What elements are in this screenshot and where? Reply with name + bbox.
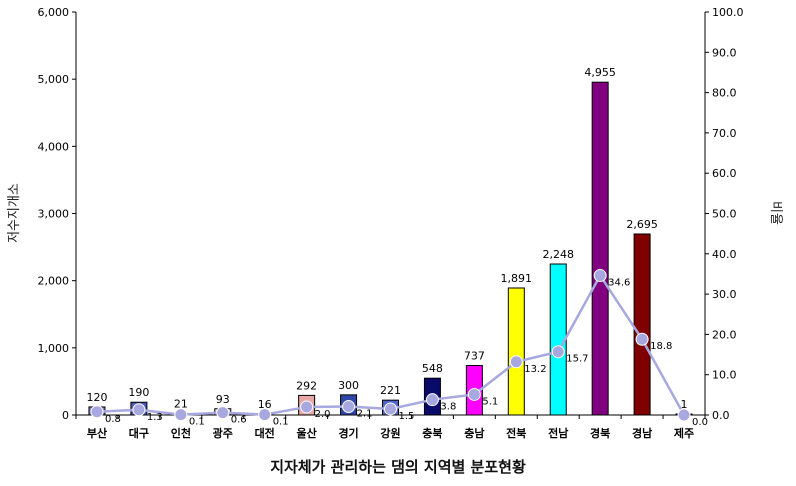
ratio-value-label: 0.6 (231, 415, 247, 426)
y-tick-label: 0 (62, 409, 69, 422)
ratio-value-label: 2.1 (357, 409, 373, 420)
y-tick-label: 2,000 (38, 275, 70, 288)
ratio-value-label: 15.7 (566, 354, 588, 365)
y-tick-label: 4,000 (38, 140, 70, 153)
bar-value-label: 1,891 (501, 272, 533, 285)
x-tick-label: 부산 (87, 426, 107, 440)
x-tick-label: 대전 (255, 426, 275, 440)
x-tick-label: 인천 (171, 426, 191, 440)
bar-value-label: 300 (338, 379, 359, 392)
ratio-point (342, 400, 356, 414)
ratio-value-label: 34.6 (608, 278, 630, 289)
bar-value-label: 548 (422, 362, 443, 375)
x-tick-label: 제주 (674, 426, 694, 440)
ratio-point (132, 403, 146, 417)
y-tick-label: 5,000 (38, 73, 70, 86)
y2-tick-label: 70.0 (712, 127, 737, 140)
ratio-value-label: 0.1 (273, 417, 289, 428)
ratio-value-label: 1.3 (147, 412, 163, 423)
bar-value-label: 4,955 (584, 66, 616, 79)
y2-tick-label: 0.0 (712, 409, 730, 422)
y-axis-title: 저수지개소 (7, 183, 22, 243)
ratio-value-label: 3.8 (440, 402, 456, 413)
bar-value-label: 1 (681, 398, 688, 411)
bar-value-label: 21 (174, 398, 188, 411)
y2-tick-label: 20.0 (712, 328, 737, 341)
ratio-value-label: 13.2 (524, 364, 546, 375)
bar-value-label: 292 (296, 379, 317, 392)
ratio-point (677, 408, 691, 422)
bar-value-label: 16 (258, 398, 272, 411)
y2-tick-label: 90.0 (712, 46, 737, 59)
y2-tick-label: 60.0 (712, 167, 737, 180)
ratio-value-label: 0.0 (692, 417, 708, 428)
chart-title: 지자체가 관리하는 댐의 지역별 분포현황 (270, 458, 526, 476)
ratio-value-label: 1.5 (399, 411, 415, 422)
y2-tick-label: 30.0 (712, 288, 737, 301)
x-tick-label: 울산 (297, 426, 317, 440)
ratio-value-label: 0.8 (105, 414, 121, 425)
y2-axis-title: 비율 (768, 201, 783, 225)
ratio-point (216, 406, 230, 420)
x-tick-label: 전남 (548, 426, 568, 440)
bar-value-label: 737 (464, 349, 485, 362)
x-tick-label: 경북 (590, 426, 610, 440)
x-tick-label: 광주 (213, 427, 233, 440)
ratio-point (90, 405, 104, 419)
ratio-point (467, 387, 481, 401)
x-tick-label: 충남 (464, 426, 484, 440)
ratio-point (509, 355, 523, 369)
ratio-point (635, 332, 649, 346)
y2-tick-label: 50.0 (712, 208, 737, 221)
ratio-value-label: 18.8 (650, 341, 672, 352)
ratio-point (174, 408, 188, 422)
x-tick-label: 경기 (338, 426, 358, 440)
bar (633, 233, 651, 416)
x-tick-label: 경남 (632, 426, 652, 440)
y-tick-label: 3,000 (38, 208, 70, 221)
x-tick-label: 대구 (129, 426, 149, 440)
y2-tick-label: 10.0 (712, 369, 737, 382)
x-tick-label: 전북 (506, 426, 526, 440)
ratio-point (425, 393, 439, 407)
bar (591, 81, 609, 416)
ratio-value-label: 0.1 (189, 417, 205, 428)
ratio-point (258, 408, 272, 422)
x-tick-label: 충북 (422, 426, 442, 440)
bar-value-label: 2,248 (542, 248, 574, 261)
bar-value-label: 190 (128, 386, 149, 399)
ratio-point (551, 345, 565, 359)
ratio-point (300, 400, 314, 414)
y2-tick-label: 40.0 (712, 248, 737, 261)
bar-value-label: 221 (380, 384, 401, 397)
bar-value-label: 120 (86, 391, 107, 404)
bar-value-label: 93 (216, 393, 230, 406)
y-tick-label: 6,000 (38, 6, 70, 19)
bar (507, 287, 525, 416)
x-tick-label: 강원 (380, 426, 400, 440)
ratio-point (593, 269, 607, 283)
bar-value-label: 2,695 (626, 218, 658, 231)
y2-tick-label: 80.0 (712, 87, 737, 100)
ratio-value-label: 5.1 (482, 396, 498, 407)
y-tick-label: 1,000 (38, 342, 70, 355)
y2-tick-label: 100.0 (712, 6, 744, 19)
ratio-point (384, 402, 397, 416)
ratio-value-label: 2.0 (315, 409, 331, 420)
